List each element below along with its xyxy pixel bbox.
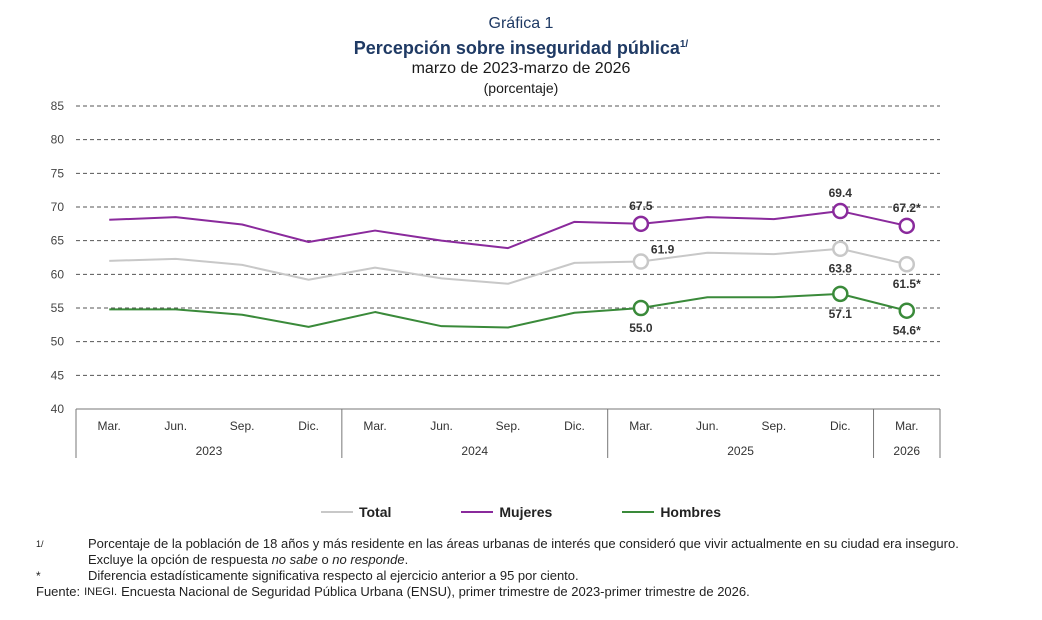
footnote-1-text: Porcentaje de la población de 18 años y …	[88, 536, 996, 568]
y-tick-label-80: 80	[51, 133, 65, 147]
y-tick-label-50: 50	[51, 335, 65, 349]
footnote-1-em-1: no sabe	[271, 552, 318, 567]
marker-total-11	[832, 240, 849, 257]
marker-hombres-11	[832, 285, 849, 303]
data-label-mujeres-12: 67.2*	[893, 201, 921, 215]
source-org: INEGI.	[84, 586, 118, 598]
x-tick-label-3: Dic.	[298, 419, 319, 433]
year-label-2026: 2026	[893, 444, 920, 458]
legend-item-hombres: Hombres	[622, 504, 721, 520]
chart-titles: Gráfica 1 Percepción sobre inseguridad p…	[0, 14, 1042, 97]
chart-legend: Total Mujeres Hombres	[0, 504, 1042, 520]
data-label-hombres-12: 54.6*	[893, 324, 921, 338]
footnote-star: * Diferencia estadísticamente significat…	[36, 568, 996, 584]
data-label-total-11: 63.8	[829, 262, 853, 276]
footnote-star-text: Diferencia estadísticamente significativ…	[88, 568, 579, 583]
x-tick-label-7: Dic.	[564, 419, 585, 433]
data-label-total-12: 61.5*	[893, 277, 921, 291]
marker-mujeres-11	[832, 202, 849, 220]
year-label-2025: 2025	[727, 444, 754, 458]
chart-unit: (porcentaje)	[483, 80, 559, 96]
x-tick-label-4: Mar.	[363, 419, 386, 433]
x-tick-label-8: Mar.	[629, 419, 652, 433]
x-tick-label-5: Jun.	[430, 419, 453, 433]
year-label-2024: 2024	[461, 444, 488, 458]
series-line-mujeres	[109, 210, 907, 250]
x-tick-label-6: Sep.	[496, 419, 521, 433]
y-tick-label-40: 40	[51, 402, 65, 416]
legend-swatch-total	[320, 511, 353, 513]
footnote-1-mark: 1/	[36, 539, 44, 549]
marker-mujeres-8	[632, 215, 650, 233]
x-tick-label-1: Jun.	[164, 419, 187, 433]
data-label-hombres-11: 57.1	[829, 307, 853, 321]
marker-hombres-8	[632, 299, 650, 317]
marker-mujeres-12	[898, 217, 916, 235]
legend-label-total: Total	[358, 504, 392, 520]
marker-total-12	[898, 255, 916, 273]
x-tick-label-11: Dic.	[830, 419, 851, 433]
y-tick-label-85: 85	[51, 99, 65, 113]
x-tick-label-9: Jun.	[696, 419, 719, 433]
source-note: Fuente: INEGI. Encuesta Nacional de Seguri…	[36, 584, 996, 600]
y-tick-label-45: 45	[51, 368, 65, 382]
legend-label-hombres: Hombres	[660, 504, 721, 520]
y-tick-label-65: 65	[51, 234, 65, 248]
legend-label-mujeres: Mujeres	[499, 504, 553, 520]
y-tick-label-70: 70	[51, 200, 65, 214]
footnote-1-text-a: Porcentaje de la población de 18 años y …	[88, 536, 959, 567]
x-tick-label-10: Sep.	[762, 419, 787, 433]
data-label-mujeres-11: 69.4	[829, 186, 853, 200]
data-label-hombres-8: 55.0	[629, 321, 653, 335]
chart-title: Percepción sobre inseguridad pública1/	[0, 34, 1042, 59]
legend-item-total: Total	[320, 504, 392, 520]
line-chart: 85 80 75 70 65 60 55 50 45 40 Mar. Jun. Sep. Dic. Mar.…	[51, 99, 941, 458]
footnotes: 1/ Porcentaje de la población de 18 años…	[36, 536, 996, 600]
year-label-2023: 2023	[196, 444, 223, 458]
data-label-mujeres-8: 67.5	[629, 199, 653, 213]
footnote-star-mark: *	[36, 569, 41, 583]
source-text: Encuesta Nacional de Seguridad Pública U…	[121, 584, 750, 599]
legend-swatch-mujeres	[461, 511, 494, 513]
footnote-1-end: .	[404, 552, 409, 567]
y-tick-label-55: 55	[51, 301, 65, 315]
series-line-total	[109, 247, 907, 285]
series-line-hombres	[109, 292, 908, 329]
legend-item-mujeres: Mujeres	[461, 504, 552, 520]
x-tick-label-12: Mar.	[895, 419, 918, 433]
source-label: Fuente:	[36, 584, 81, 599]
chart-kicker: Gráfica 1	[488, 15, 554, 32]
y-tick-label-60: 60	[51, 267, 65, 281]
marker-hombres-12	[898, 302, 916, 319]
data-label-total-8: 61.9	[651, 243, 675, 257]
footnote-1-mid: o	[317, 552, 333, 567]
footnote-1-em-2: no responde	[332, 552, 405, 567]
footnote-1: 1/ Porcentaje de la población de 18 años…	[36, 536, 996, 568]
title-footnote-mark: 1/	[679, 39, 689, 50]
marker-total-8	[632, 253, 650, 270]
x-tick-label-0: Mar.	[98, 419, 121, 433]
chart-subtitle: marzo de 2023-marzo de 2026	[411, 60, 631, 77]
x-tick-label-2: Sep.	[230, 419, 255, 433]
y-tick-label-75: 75	[51, 166, 65, 180]
legend-swatch-hombres	[622, 511, 655, 513]
chart-title-text: Percepción sobre inseguridad pública	[353, 38, 680, 58]
